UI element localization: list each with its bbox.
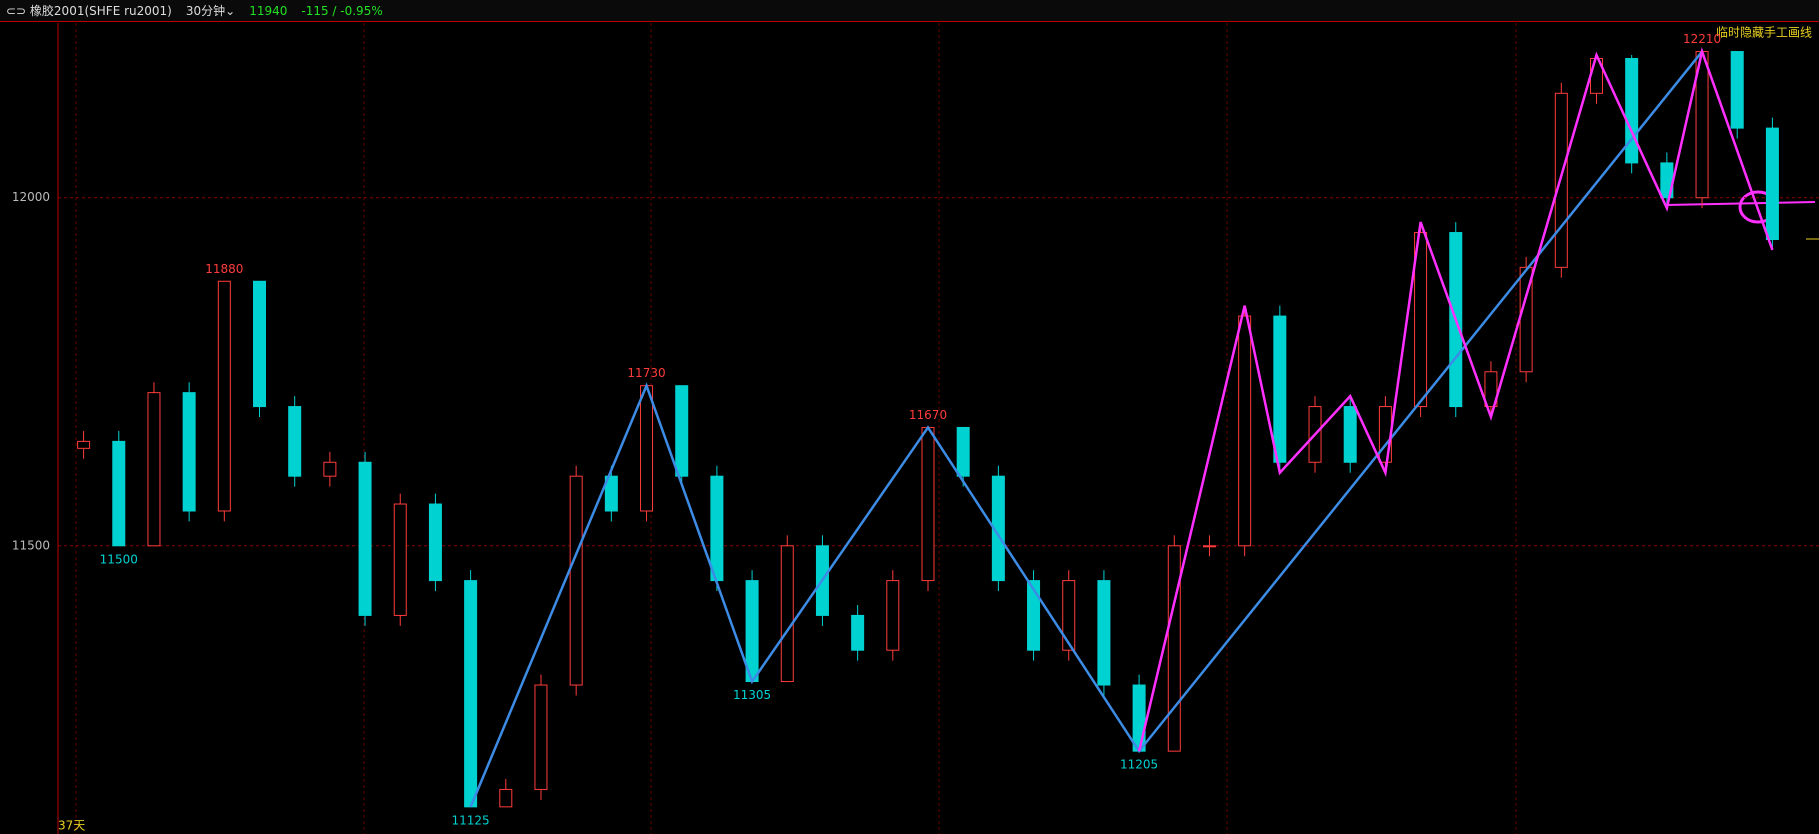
symbol[interactable]: ⊂⊃ 橡胶2001(SHFE ru2001) [6,4,172,18]
header-bar: ⊂⊃ 橡胶2001(SHFE ru2001) 30分钟⌄ 11940 -115 … [0,0,1819,22]
candle-body [640,385,654,512]
candle-body [1238,315,1252,547]
candle-body [1343,406,1357,463]
candle-body [1097,580,1111,686]
pivot-label: 12210 [1683,32,1721,46]
candle-body [147,392,161,547]
candle-body [1132,684,1146,752]
pivot-label: 11205 [1120,758,1158,772]
candle-body [1625,58,1639,164]
trend-line [1137,47,1774,752]
candle-body [675,385,689,477]
candle-body [1484,371,1498,408]
last-price: 11940 [249,3,288,18]
candle-body [851,614,865,651]
candle-body [710,475,724,582]
candle-body [1765,127,1779,240]
candle-body [569,475,583,686]
candle-body [112,440,126,547]
pivot-label: 11880 [205,262,243,276]
candle-body [464,580,478,808]
candle-body [217,280,231,512]
trend-line [469,50,1704,808]
days-label: 37天 [58,819,85,833]
candle-body [1027,580,1041,651]
period[interactable]: 30分钟⌄ [185,4,236,18]
candle-body [1730,51,1744,129]
candle-body [428,503,442,582]
candle-body [780,545,794,683]
pivot-label: 11670 [909,408,947,422]
pivot-label: 11730 [627,366,665,380]
candle-body [323,461,337,477]
candle-body [1414,232,1428,408]
candle-body [77,440,91,449]
candle-body [956,426,970,477]
candle-body [288,406,302,477]
candle-body [1167,545,1181,752]
change: -115 / -0.95% [301,3,383,18]
y-tick-label: 12000 [12,190,50,204]
candle-body [604,475,618,512]
candle-body [534,684,548,790]
candle-body [393,503,407,616]
candle-body [1554,92,1568,268]
candle-body [1273,315,1287,463]
candle-body [1062,580,1076,651]
pivot-label: 11125 [452,813,490,827]
hide-note[interactable]: 临时隐藏手工画线 [1716,26,1812,40]
candle-body [886,580,900,651]
candle-body [253,280,267,408]
candle-body [182,392,196,512]
candle-body [1202,545,1216,548]
candle-body [921,426,935,582]
candle-body [358,461,372,616]
pivot-label: 11500 [100,552,138,566]
y-tick-label: 11500 [12,538,50,552]
pivot-label: 11305 [733,688,771,702]
candle-body [499,788,513,808]
